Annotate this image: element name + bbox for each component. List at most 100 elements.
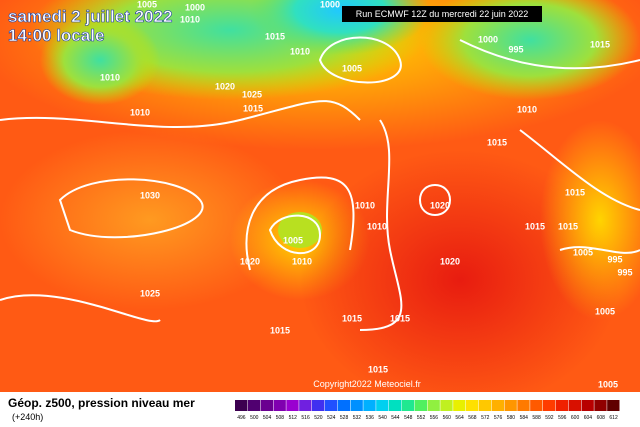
isobar-label: 1005: [342, 63, 362, 73]
isobar-label: 1005: [595, 306, 615, 316]
isobar-label: 1015: [487, 137, 507, 147]
legend-title: Géop. z500, pression niveau mer: [8, 396, 195, 410]
scale-swatch: [235, 400, 248, 411]
scale-swatch: [478, 400, 492, 411]
isobar-label: 1015: [558, 221, 578, 231]
scale-label: 548: [404, 415, 413, 421]
isobar-label: 1005: [598, 379, 618, 389]
header: samedi 2 juillet 2022 14:00 locale Run E…: [8, 6, 542, 389]
isobar-label: 1015: [270, 325, 290, 335]
scale-swatch: [530, 400, 543, 411]
isobar-label: 1005: [573, 247, 593, 257]
isobar-label: 1010: [292, 256, 312, 266]
isobar-label: 1015: [265, 31, 285, 41]
isobar-label: 1015: [243, 103, 263, 113]
scale-swatch: [247, 400, 261, 411]
scale-label: 568: [468, 415, 477, 421]
scale-swatch: [401, 400, 415, 411]
copyright: Copyright2022 Meteociel.fr: [313, 379, 421, 389]
isobar-label: 1005: [137, 0, 157, 9]
isobar-label: 1005: [283, 235, 303, 245]
scale-swatch: [607, 400, 620, 411]
scale-label: 604: [584, 415, 593, 421]
isobar-label: 1010: [355, 200, 375, 210]
scale-label: 524: [327, 415, 336, 421]
scale-label: 500: [250, 415, 259, 421]
scale-label: 608: [597, 415, 606, 421]
scale-label: 596: [558, 415, 567, 421]
scale-label: 572: [481, 415, 490, 421]
scale-label: 532: [353, 415, 362, 421]
isobar-label: 1020: [240, 256, 260, 266]
isobar-label: 1020: [440, 256, 460, 266]
scale-swatch: [504, 400, 517, 411]
scale-swatch: [440, 400, 453, 411]
scale-label: 516: [301, 415, 310, 421]
scale-label: 508: [276, 415, 285, 421]
scale-label: 588: [532, 415, 541, 421]
scale-label: 520: [314, 415, 323, 421]
isobar-label: 1000: [478, 34, 498, 44]
scale-label: 540: [378, 415, 387, 421]
isobar-label: 1020: [215, 81, 235, 91]
isobar-label: 1010: [130, 107, 150, 117]
scale-swatch: [581, 400, 594, 411]
isobar-label: 1020: [430, 200, 450, 210]
scale-swatch: [350, 400, 363, 411]
scale-label: 580: [507, 415, 516, 421]
scale-swatch: [427, 400, 440, 411]
scale-swatch: [491, 400, 504, 411]
isobar-label: 1015: [565, 187, 585, 197]
scale-swatch: [555, 400, 569, 411]
isobar-label: 1000: [185, 2, 205, 12]
scale-label: 560: [443, 415, 452, 421]
isobar-label: 1030: [140, 190, 160, 200]
scale-label: 544: [391, 415, 400, 421]
isobar-label: 1010: [367, 221, 387, 231]
scale-label: 600: [571, 415, 580, 421]
scale-label: 504: [263, 415, 272, 421]
scale-label: 552: [417, 415, 426, 421]
scale-label: 556: [430, 415, 439, 421]
scale-swatch: [376, 400, 389, 411]
isobar-label: 1015: [368, 364, 388, 374]
isobar-label: 1025: [140, 288, 160, 298]
scale-swatch: [273, 400, 286, 411]
scale-swatch: [414, 400, 427, 411]
isobars: [0, 36, 640, 331]
isobar-label: 995: [508, 44, 523, 54]
scale-swatch: [453, 400, 466, 411]
run-box: [342, 6, 542, 22]
scale-swatch: [517, 400, 530, 411]
scale-swatch: [363, 400, 376, 411]
scale-label: 592: [545, 415, 554, 421]
isobar-label: 1025: [242, 89, 262, 99]
run-info: Run ECMWF 12Z du mercredi 22 juin 2022: [356, 9, 529, 19]
isobar-label: 1015: [342, 313, 362, 323]
scale-swatch: [299, 400, 312, 411]
scale-swatch: [286, 400, 299, 411]
scale-label: 584: [520, 415, 529, 421]
forecast-date: samedi 2 juillet 2022: [8, 7, 172, 26]
isobar-label: 995: [607, 254, 622, 264]
scale-label: 576: [494, 415, 503, 421]
scale-swatch: [324, 400, 338, 411]
scale-swatch: [466, 400, 479, 411]
isobar-label: 995: [617, 267, 632, 277]
scale-label: 536: [366, 415, 375, 421]
isobar-label: 1010: [180, 14, 200, 24]
scale-swatch: [568, 400, 581, 411]
isobar-label: 1015: [525, 221, 545, 231]
scale-swatch: [389, 400, 402, 411]
scale-swatch: [543, 400, 556, 411]
scale-label: 512: [289, 415, 298, 421]
scale-swatch: [260, 400, 273, 411]
lead-time: (+240h): [12, 412, 43, 422]
scale-swatch: [312, 400, 325, 411]
isobar-label: 1000: [320, 0, 340, 9]
isobar-label: 1010: [290, 46, 310, 56]
scale-label: 612: [609, 415, 618, 421]
scale-label: 528: [340, 415, 349, 421]
isobar-label: 1010: [517, 104, 537, 114]
